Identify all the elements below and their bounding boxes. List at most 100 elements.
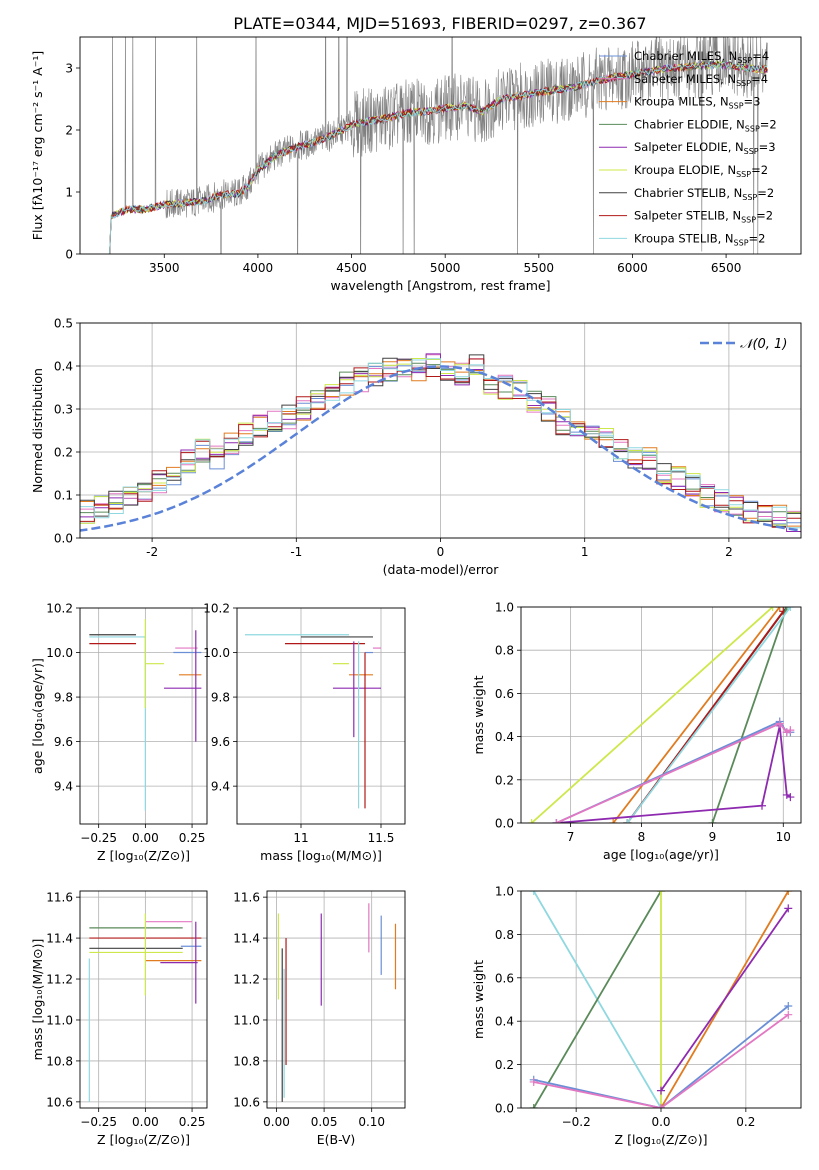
plot-area — [88, 913, 202, 1102]
x-axis-label: mass [log₁₀(M/M⊙)] — [260, 848, 382, 863]
chart-age-vs-mass: 11 11.5 9.4 9.6 9.8 10.0 10.2 mass [log₁₀(M/M⊙)… — [203, 602, 406, 863]
x-tick-label: 0.00 — [132, 1115, 159, 1129]
y-tick-label: 0.4 — [495, 1015, 514, 1029]
x-tick-label: −0.25 — [80, 831, 117, 845]
x-tick-label: 0.00 — [263, 1115, 290, 1129]
x-tick-label: -1 — [290, 545, 302, 559]
y-tick-label: 10.0 — [46, 646, 73, 660]
x-tick-label: −0.25 — [80, 1115, 117, 1129]
y-tick-label: 10.8 — [46, 1054, 73, 1068]
figure-title: PLATE=0344, MJD=51693, FIBERID=0297, z=0… — [233, 14, 646, 33]
y-tick-label: 3 — [65, 62, 73, 76]
x-tick-label: 1 — [581, 545, 589, 559]
x-tick-label: 0 — [437, 545, 445, 559]
y-tick-label: 11.4 — [46, 932, 73, 946]
axes-frame — [520, 606, 802, 824]
y-tick-label: 1 — [65, 186, 73, 200]
x-axis-label: Z [log₁₀(Z/Z⊙)] — [97, 1132, 190, 1147]
legend-entry: Chabrier STELIB, NSSP=2 — [634, 186, 774, 202]
weight-marker — [784, 1010, 793, 1019]
y-tick-label: 0.0 — [495, 817, 514, 831]
weight-marker — [784, 891, 793, 895]
weight-marker — [782, 607, 791, 611]
y-tick-label: 0.8 — [495, 928, 514, 942]
weight-line — [556, 725, 791, 823]
model-line — [108, 60, 768, 254]
x-tick-label: 3500 — [149, 261, 180, 275]
weight-marker — [782, 790, 791, 799]
axes-frame — [236, 607, 406, 825]
y-tick-label: 0.0 — [54, 532, 73, 546]
x-tick-label: 11 — [293, 831, 308, 845]
y-tick-label: 9.8 — [54, 691, 73, 705]
x-tick-label: 6000 — [617, 261, 648, 275]
x-tick-label: 8 — [638, 830, 646, 844]
model-line — [108, 61, 768, 254]
y-tick-label: 10.6 — [233, 1095, 260, 1109]
chart-age-vs-Z: −0.25 0.00 0.25 9.4 9.6 9.8 10.0 10.2 Z [log₁₀(Z… — [30, 602, 208, 863]
weight-line — [532, 891, 662, 1108]
axes-frame — [266, 890, 406, 1109]
y-tick-label: 0.6 — [495, 687, 514, 701]
y-tick-label: 0.2 — [54, 446, 73, 460]
y-tick-label: 10.8 — [233, 1054, 260, 1068]
chart-weight-vs-Z: −0.2 0.0 0.2 0.0 0.2 0.4 0.6 0.8 1.0 Z [log₁₀(Z/Z… — [471, 885, 802, 1147]
y-tick-label: 9.6 — [54, 735, 73, 749]
x-axis-label: age [log₁₀(age/yr)] — [603, 847, 719, 862]
weight-marker — [786, 726, 795, 735]
weight-marker — [529, 1104, 538, 1108]
y-tick-label: 10.2 — [203, 602, 230, 616]
plot-area — [80, 353, 801, 533]
y-tick-label: 11.0 — [233, 1013, 260, 1027]
weight-line — [530, 607, 774, 823]
axes-frame — [79, 890, 208, 1109]
x-axis-label: Z [log₁₀(Z/Z⊙)] — [97, 848, 190, 863]
x-axis-label: (data-model)/error — [383, 562, 500, 577]
y-axis-label: Normed distribution — [30, 368, 45, 493]
weight-marker — [657, 1086, 665, 1095]
weight-marker — [609, 819, 618, 823]
y-tick-label: 0 — [65, 248, 73, 262]
weight-marker — [775, 719, 784, 728]
x-tick-label: 0.2 — [736, 1115, 755, 1129]
plot-area — [108, 37, 768, 254]
x-tick-label: 7 — [567, 830, 575, 844]
y-tick-label: 11.2 — [233, 973, 260, 987]
legend-entry: Kroupa STELIB, NSSP=2 — [634, 231, 765, 247]
weight-line — [533, 1005, 789, 1108]
y-tick-label: 9.4 — [211, 780, 230, 794]
weight-marker — [527, 819, 536, 823]
y-tick-label: 11.6 — [46, 891, 73, 905]
x-tick-label: 0.25 — [179, 1115, 206, 1129]
chart-mass-vs-ebv: 0.00 0.05 0.10 10.6 10.8 11.0 11.2 11.4 11.6 E(B-… — [233, 890, 406, 1147]
weight-line — [533, 1013, 789, 1108]
plot-area — [529, 891, 793, 1108]
y-tick-label: 9.6 — [211, 735, 230, 749]
legend-entry: Salpeter MILES, NSSP=4 — [634, 72, 768, 88]
weight-marker — [552, 819, 561, 823]
weight-line — [612, 607, 781, 823]
y-axis-label: Flux [fλ10⁻¹⁷ erg cm⁻² s⁻¹ A⁻¹] — [30, 51, 45, 240]
y-tick-label: 0.2 — [495, 1058, 514, 1072]
y-axis-label: mass [log₁₀(M/M⊙)] — [30, 939, 45, 1061]
x-tick-label: 0.05 — [311, 1115, 338, 1129]
plot-area — [245, 634, 381, 809]
x-tick-label: 10 — [776, 830, 791, 844]
weight-marker — [657, 1104, 665, 1108]
axes-frame — [79, 322, 802, 539]
weight-marker — [623, 819, 632, 823]
x-tick-label: 2 — [725, 545, 733, 559]
weight-marker — [758, 801, 767, 810]
x-tick-label: 4000 — [243, 261, 274, 275]
weight-line — [660, 907, 790, 1092]
legend-entry: Salpeter STELIB, NSSP=2 — [634, 209, 773, 225]
y-tick-label: 1.0 — [495, 885, 514, 899]
model-line — [108, 61, 768, 254]
weight-marker — [529, 891, 538, 895]
y-tick-label: 9.8 — [211, 691, 230, 705]
weight-marker — [784, 904, 793, 913]
weight-marker — [708, 819, 717, 823]
weight-marker — [786, 793, 795, 802]
y-tick-label: 1.0 — [495, 601, 514, 615]
weight-marker — [657, 891, 665, 895]
